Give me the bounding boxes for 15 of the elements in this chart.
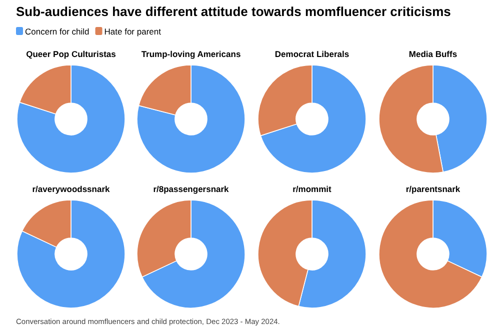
text: Sub-audiences have different attitude towards momfluencer criticisms (16, 4, 451, 19)
chart-title: Media Buffs (408, 49, 458, 59)
legend-label: Concern for child (25, 26, 90, 36)
chart-title: Democrat Liberals (274, 49, 350, 59)
donut-slice (136, 64, 246, 174)
chart-title: r/mommit (292, 184, 332, 194)
chart-title: Trump-loving Americans (141, 49, 241, 59)
donut-slice (16, 200, 126, 308)
donut-slice (16, 64, 126, 174)
donut-slice (260, 64, 366, 174)
chart-title: r/parentsnark (406, 184, 460, 194)
chart-title: r/averywoodssnark (32, 184, 110, 194)
chart-title: r/8passengersnark (153, 184, 230, 194)
legend-label: Hate for parent (104, 26, 162, 36)
text: Queer Pop Culturistas (26, 49, 116, 59)
